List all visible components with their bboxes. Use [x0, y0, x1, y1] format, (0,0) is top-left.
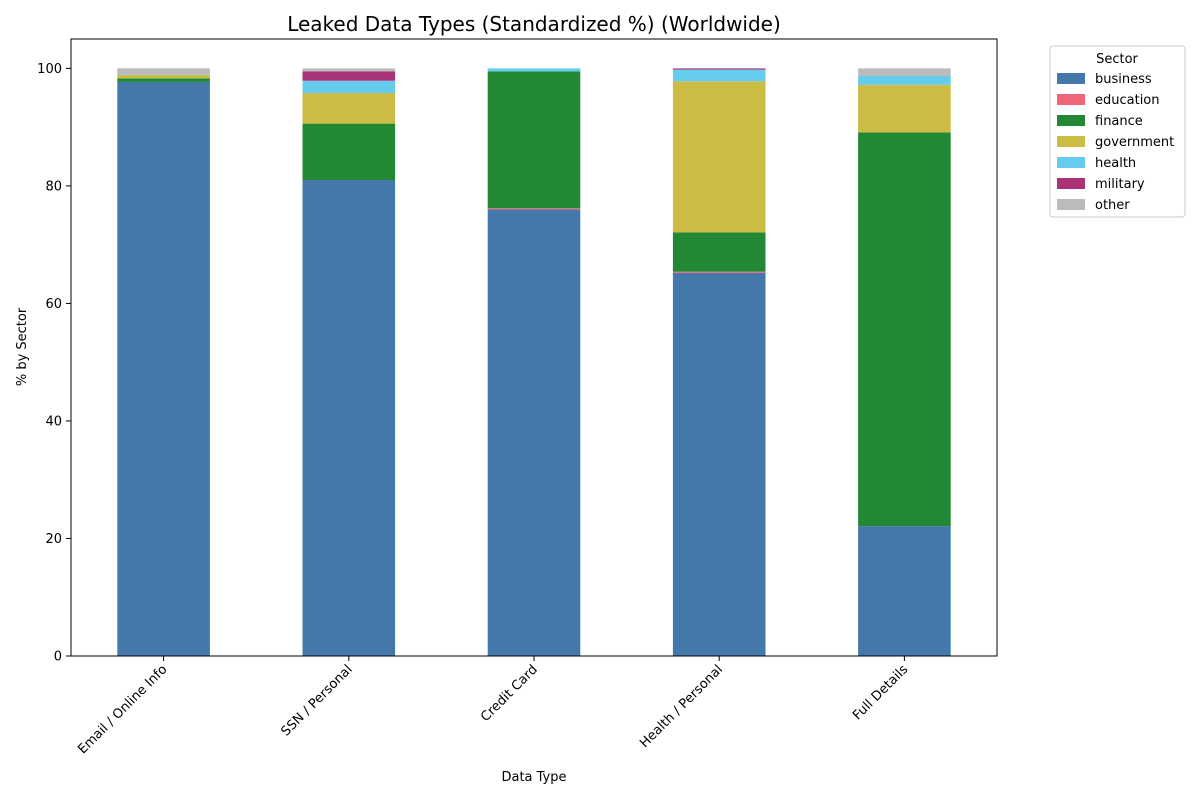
bar-segment-military [672, 68, 766, 70]
bar-segment-business [302, 180, 396, 656]
bar-segment-other [117, 68, 210, 75]
bar-segment-health [487, 68, 581, 72]
x-tick-label: SSN / Personal [278, 662, 355, 739]
legend-label-finance: finance [1095, 114, 1143, 129]
legend-label-education: education [1095, 93, 1160, 108]
x-tick-label: Health / Personal [637, 662, 726, 751]
legend-label-military: military [1095, 177, 1145, 192]
bar-segment-business [858, 526, 951, 656]
legend-swatch-other [1057, 199, 1085, 210]
bar-segment-education [487, 208, 581, 210]
legend-swatch-business [1057, 73, 1085, 84]
bar-segment-finance [302, 123, 396, 181]
legend-label-government: government [1095, 135, 1174, 150]
legend-frame [1049, 45, 1186, 218]
y-tick-label: 80 [45, 179, 62, 194]
chart-title: Leaked Data Types (Standardized %) (Worl… [287, 12, 781, 36]
bar-segment-other [858, 68, 951, 77]
legend-swatch-finance [1057, 115, 1085, 126]
y-tick-label: 100 [37, 62, 62, 77]
bar-segment-military [302, 71, 396, 81]
bar-segment-health [672, 69, 766, 82]
bar-segment-government [117, 74, 210, 79]
legend-swatch-health [1057, 157, 1085, 168]
bar-segment-finance [117, 78, 210, 82]
x-tick-label: Credit Card [478, 662, 541, 725]
bar-segment-finance [672, 232, 766, 272]
bar-segment-business [117, 81, 210, 657]
bar-segment-government [672, 81, 766, 233]
bar-segment-other [302, 68, 396, 72]
y-axis-label: % by Sector [15, 307, 30, 386]
y-tick-label: 40 [45, 414, 62, 429]
x-tick-label: Full Details [850, 662, 911, 723]
bar-segment-education [672, 271, 766, 273]
legend-label-other: other [1095, 198, 1130, 213]
legend-swatch-government [1057, 136, 1085, 147]
bar-segment-finance [858, 132, 951, 527]
bar-segment-health [302, 80, 396, 94]
legend-swatch-education [1057, 94, 1085, 105]
bar-segment-finance [487, 71, 581, 209]
bar-segment-health [858, 76, 951, 85]
y-tick-label: 0 [54, 650, 62, 665]
x-tick-label: Email / Online Info [75, 662, 170, 757]
bars-group [117, 68, 951, 657]
x-axis-label: Data Type [501, 770, 566, 785]
bar-segment-business [487, 209, 581, 656]
legend-title: Sector [1096, 52, 1138, 67]
bar-segment-business [672, 272, 766, 656]
bar-segment-health [117, 74, 210, 75]
bar-segment-government [302, 93, 396, 124]
legend-label-health: health [1095, 156, 1136, 171]
y-tick-label: 60 [45, 297, 62, 312]
bar-segment-government [858, 84, 951, 133]
legend-swatch-military [1057, 178, 1085, 189]
legend: Sector business education finance governmen… [1049, 45, 1186, 218]
legend-label-business: business [1095, 72, 1152, 87]
y-tick-label: 20 [45, 532, 62, 547]
